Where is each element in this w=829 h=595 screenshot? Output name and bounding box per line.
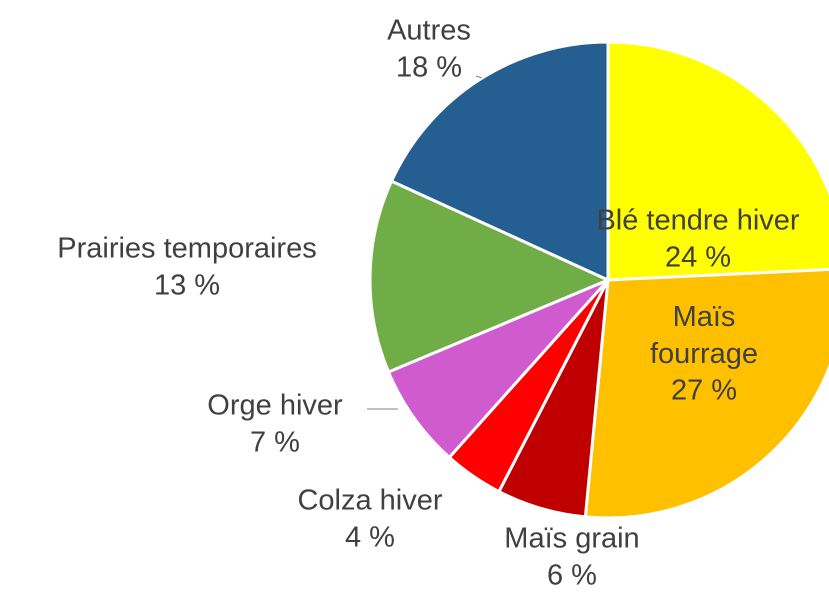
slice-label: Maïs grain <box>504 523 639 555</box>
slice-label: Prairies temporaires <box>57 233 316 265</box>
slice-label: Orge hiver <box>207 390 343 422</box>
leader-line <box>475 75 483 79</box>
pie-slice <box>386 278 610 460</box>
pie-slice <box>583 267 829 520</box>
slice-value-label: 13 % <box>154 270 220 302</box>
slice-value-label: 6 % <box>547 560 597 592</box>
pie <box>368 40 829 520</box>
labels: Blé tendre hiver 24 % Maïs fourrage 27 % Maïs… <box>57 15 800 592</box>
slice-label: Autres <box>387 15 471 47</box>
slice-value-label: 7 % <box>250 427 300 459</box>
slice-label: Colza hiver <box>297 485 442 517</box>
pie-slice <box>389 40 610 283</box>
slice-value-label: 18 % <box>396 52 462 84</box>
slice-label: Maïs fourrage <box>650 301 758 370</box>
slice-label: Blé tendre hiver <box>596 205 799 237</box>
pie-slice <box>606 40 829 282</box>
slice-value-label: 24 % <box>665 242 731 274</box>
slice-value-label: 27 % <box>671 375 737 407</box>
pie-slice <box>368 179 612 374</box>
slice-value-label: 4 % <box>345 522 395 554</box>
